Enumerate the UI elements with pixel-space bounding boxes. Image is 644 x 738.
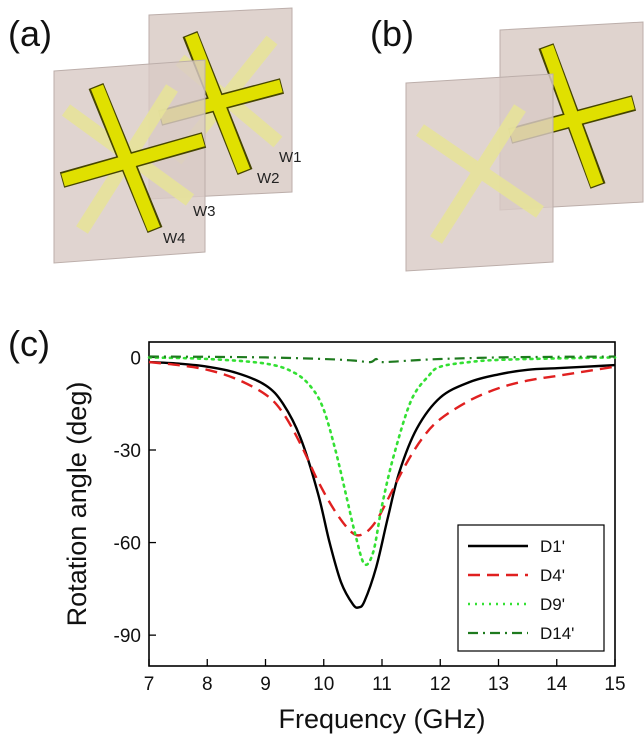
wire-label-w3: W3 <box>193 203 216 220</box>
y-tick-label: 0 <box>130 348 141 369</box>
x-tick-label: 7 <box>144 674 155 695</box>
panel-a-illustration: W1 W2 W3 W4 <box>53 7 302 264</box>
legend-label: D4' <box>540 566 565 585</box>
panel-b-front-ghost-cross <box>416 104 544 244</box>
x-tick-label: 11 <box>372 674 392 695</box>
x-tick-label: 8 <box>202 674 213 695</box>
x-axis-title: Frequency (GHz) <box>278 704 485 734</box>
series-line-4 <box>148 355 616 364</box>
y-tick-label: -60 <box>114 534 141 555</box>
axis-ticks: 7 8 9 10 11 12 13 14 15 0 -30 -60 -90 <box>114 348 626 695</box>
legend-label: D9' <box>540 595 565 614</box>
x-tick-label: 13 <box>488 674 509 695</box>
panel-b-illustration <box>405 21 644 272</box>
wire-label-w4: W4 <box>163 230 186 247</box>
rotation-angle-chart: 7 8 9 10 11 12 13 14 15 0 -30 -60 -90 Frequency (GHz… <box>62 341 626 734</box>
x-tick-label: 9 <box>260 674 271 695</box>
series-line-3 <box>147 356 617 567</box>
x-tick-label: 10 <box>313 674 334 695</box>
y-tick-label: -90 <box>114 626 141 647</box>
legend: D1' D4' D9' D14' <box>457 524 605 652</box>
y-tick-label: -30 <box>114 441 141 462</box>
wire-label-w2: W2 <box>257 170 280 187</box>
y-axis-title: Rotation angle (deg) <box>62 382 92 627</box>
wire-label-w1: W1 <box>279 149 302 166</box>
series-layer <box>147 355 617 609</box>
legend-label: D1' <box>540 537 565 556</box>
panel-a-label: (a) <box>8 13 52 54</box>
x-tick-label: 15 <box>604 674 625 695</box>
series-line-1 <box>148 360 616 609</box>
panel-b-label: (b) <box>370 13 414 54</box>
x-tick-label: 12 <box>430 674 451 695</box>
legend-label: D14' <box>540 624 574 643</box>
x-tick-label: 14 <box>546 674 568 695</box>
panel-a-front-cross-fill <box>61 84 205 232</box>
legend-box <box>457 524 605 652</box>
panel-c-label: (c) <box>8 323 50 364</box>
series-line-2 <box>148 360 616 537</box>
